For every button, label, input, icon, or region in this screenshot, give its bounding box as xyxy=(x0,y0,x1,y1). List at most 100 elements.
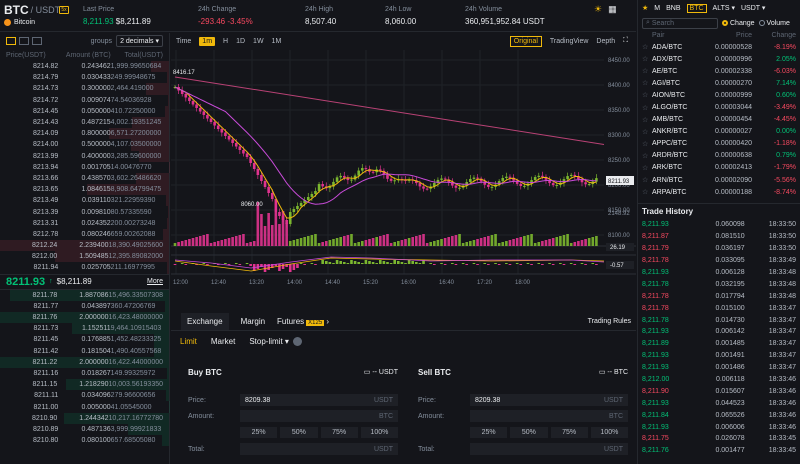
ask-row[interactable]: 8213.39 0.009810 80.57335590 xyxy=(0,206,169,218)
tab-margin[interactable]: Margin xyxy=(240,317,266,326)
sell-pct-25[interactable]: 25% xyxy=(470,427,508,438)
ask-row[interactable]: 8214.45 0.050000 410.72250000 xyxy=(0,105,169,117)
order-type-stop-limit[interactable]: Stop-limit ▾ xyxy=(249,337,289,346)
buy-pct-100[interactable]: 100% xyxy=(360,427,398,438)
radio-change[interactable]: Change xyxy=(722,20,755,27)
radio-volume[interactable]: Volume xyxy=(758,20,790,27)
bid-row[interactable]: 8210.80 0.080100 657.68505080 xyxy=(0,435,169,447)
ask-row[interactable]: 8214.82 0.243462 1,999.99650684 xyxy=(0,61,169,73)
market-row[interactable]: ☆ AGI/BTC 0.00000270 7.14% xyxy=(638,77,800,89)
sell-price-input[interactable]: 8209.38 USDT xyxy=(470,394,628,406)
more-link[interactable]: More xyxy=(147,278,163,286)
market-row[interactable]: ☆ ADX/BTC 0.00000996 2.05% xyxy=(638,53,800,65)
bid-row[interactable]: 8210.90 1.244342 10,217.16772780 xyxy=(0,412,169,424)
market-row[interactable]: ☆ ARK/BTC 0.00002413 -1.79% xyxy=(638,162,800,174)
sell-amount-input[interactable]: BTC xyxy=(470,410,628,422)
order-type-limit[interactable]: Limit xyxy=(180,337,197,346)
market-tab-alts[interactable]: ALTS ▾ xyxy=(712,5,735,12)
bid-row[interactable]: 8211.45 0.176885 1,452.48233325 xyxy=(0,334,169,346)
sell-total-input[interactable]: USDT xyxy=(470,443,628,455)
buy-pct-75[interactable]: 75% xyxy=(320,427,358,438)
decimals-select[interactable]: 2 decimals ▾ xyxy=(116,35,163,47)
market-tab-bnb[interactable]: BNB xyxy=(666,4,681,12)
buy-amount-input[interactable]: BTC xyxy=(240,410,398,422)
pair-title[interactable]: BTC / USDT xyxy=(4,3,60,17)
ask-row[interactable]: 8213.94 0.001705 14.00476770 xyxy=(0,161,169,173)
interval-1w[interactable]: 1W xyxy=(253,37,264,45)
star-icon[interactable]: ☆ xyxy=(642,189,649,197)
ask-row[interactable]: 8214.43 0.487215 4,002.19351245 xyxy=(0,116,169,129)
sell-pct-75[interactable]: 75% xyxy=(550,427,588,438)
sun-icon[interactable]: ☀ xyxy=(594,4,603,14)
asks-only-icon[interactable] xyxy=(32,37,42,45)
tab-futures[interactable]: Futures X125 › xyxy=(277,317,330,326)
ask-row[interactable]: 8212.78 0.080246 659.00262088 xyxy=(0,228,169,240)
market-row[interactable]: ☆ ARPA/BTC 0.00000188 -8.74% xyxy=(638,186,800,198)
star-icon[interactable]: ☆ xyxy=(642,177,649,185)
view-original[interactable]: Original xyxy=(509,35,542,47)
price-chart[interactable]: 8450.00 8400.00 8350.00 8300.00 8250.00 8200.… xyxy=(171,50,636,312)
ask-row[interactable]: 8214.79 0.030433 249.99948675 xyxy=(0,72,169,84)
both-sides-icon[interactable] xyxy=(6,37,16,45)
market-row[interactable]: ☆ ANKR/BTC 0.00000027 0.00% xyxy=(638,126,800,138)
bids-only-icon[interactable] xyxy=(19,37,29,45)
market-row[interactable]: ☆ AION/BTC 0.00000999 0.60% xyxy=(638,89,800,101)
buy-pct-25[interactable]: 25% xyxy=(240,427,278,438)
market-row[interactable]: ☆ ARDR/BTC 0.00000638 0.79% xyxy=(638,150,800,162)
market-row[interactable]: ☆ APPC/BTC 0.00000420 -1.18% xyxy=(638,138,800,150)
ask-row[interactable]: 8213.49 0.039110 321.22959390 xyxy=(0,195,169,207)
star-icon[interactable]: ☆ xyxy=(642,128,649,136)
market-row[interactable]: ☆ ARN/BTC 0.00002090 -5.56% xyxy=(638,174,800,186)
market-row[interactable]: ☆ ADA/BTC 0.00000528 -8.19% xyxy=(638,41,800,53)
view-tradingview[interactable]: TradingView xyxy=(549,37,589,45)
market-tab-btc[interactable]: BTC xyxy=(686,3,707,13)
view-depth[interactable]: Depth xyxy=(596,37,616,45)
star-icon[interactable]: ☆ xyxy=(642,200,652,201)
star-icon[interactable]: ☆ xyxy=(642,56,649,64)
ask-row[interactable]: 8213.65 1.084615 8,908.64799475 xyxy=(0,184,169,196)
trading-rules-link[interactable]: Trading Rules xyxy=(587,318,631,325)
grid-icon[interactable]: ▦ xyxy=(608,4,617,14)
bid-row[interactable]: 8211.73 1.152511 9,464.10915403 xyxy=(0,323,169,335)
interval-1d[interactable]: 1D xyxy=(236,37,246,45)
bid-row[interactable]: 8211.15 1.218290 10,003.56193350 xyxy=(0,379,169,391)
sell-pct-50[interactable]: 50% xyxy=(510,427,548,438)
market-row[interactable]: ☆ AMB/BTC 0.00000454 -4.45% xyxy=(638,114,800,126)
market-tab-m[interactable]: M xyxy=(654,4,661,12)
buy-pct-50[interactable]: 50% xyxy=(280,427,318,438)
ask-row[interactable]: 8213.99 0.400000 3,285.59600000 xyxy=(0,150,169,162)
bid-row[interactable]: 8211.00 0.005000 41.05545000 xyxy=(0,401,169,413)
bid-row[interactable]: 8211.16 0.018267 149.99325972 xyxy=(0,367,169,380)
bid-row[interactable]: 8211.77 0.043897 360.47206769 xyxy=(0,300,169,312)
ask-row[interactable]: 8211.94 0.025705 211.16977995 xyxy=(0,262,169,274)
market-tab-usdt[interactable]: USDT ▾ xyxy=(741,5,766,12)
ask-row[interactable]: 8212.24 2.239400 18,390.49025600 xyxy=(0,240,169,252)
ask-row[interactable]: 8214.72 0.009074 74.54036928 xyxy=(0,94,169,106)
fullscreen-icon[interactable]: ⛶ xyxy=(623,37,628,44)
star-icon[interactable]: ☆ xyxy=(642,80,649,88)
bid-row[interactable]: 8211.42 0.181504 1,490.40557568 xyxy=(0,345,169,357)
bid-row[interactable]: 8210.89 0.487136 3,999.99921833 xyxy=(0,423,169,435)
market-row[interactable]: ☆ ALGO/BTC 0.00003044 -3.49% xyxy=(638,101,800,113)
interval-h[interactable]: H xyxy=(223,37,229,45)
market-row[interactable]: ☆ AE/BTC 0.00002338 -6.03% xyxy=(638,65,800,77)
star-icon[interactable]: ☆ xyxy=(642,140,649,148)
interval-1m[interactable]: 1m xyxy=(199,36,216,46)
star-icon[interactable]: ☆ xyxy=(642,164,649,172)
coin-name[interactable]: Bitcoin xyxy=(4,19,35,26)
star-icon[interactable]: ☆ xyxy=(642,116,649,124)
sell-pct-100[interactable]: 100% xyxy=(590,427,628,438)
star-icon[interactable]: ☆ xyxy=(642,92,649,100)
star-icon[interactable]: ☆ xyxy=(642,44,649,52)
bid-row[interactable]: 8211.11 0.034096 279.96600656 xyxy=(0,390,169,402)
star-icon[interactable]: ☆ xyxy=(642,104,649,112)
info-icon[interactable] xyxy=(292,337,302,346)
market-search-input[interactable]: ⌕ Search xyxy=(642,17,718,29)
interval-1m-month[interactable]: 1M xyxy=(271,37,282,45)
ask-row[interactable]: 8214.00 0.500000 4,107.03500000 xyxy=(0,139,169,151)
bid-row[interactable]: 8211.76 2.000000 16,423.48000000 xyxy=(0,311,169,324)
bid-row[interactable]: 8211.22 2.000000 16,422.44000000 xyxy=(0,356,169,368)
col-pair[interactable]: Pair xyxy=(652,32,665,39)
buy-price-input[interactable]: 8209.38 USDT xyxy=(240,394,398,406)
